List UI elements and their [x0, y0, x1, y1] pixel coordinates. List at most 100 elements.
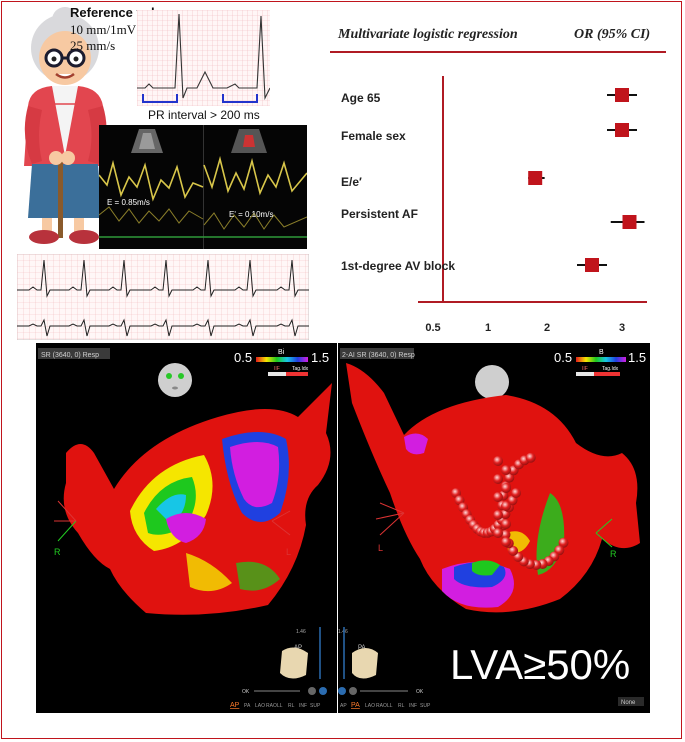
- right-scale-max: 1.5: [628, 350, 646, 365]
- right-zoom-button[interactable]: [349, 687, 357, 695]
- right-view-tab[interactable]: PA: [351, 702, 360, 709]
- forest-axes: [418, 76, 647, 303]
- left-view-tab[interactable]: RL: [288, 703, 295, 709]
- left-map-dropdown[interactable]: SR (3640, 0) Resp: [41, 352, 99, 359]
- left-zoom-button[interactable]: [308, 687, 316, 695]
- ablation-lesion: [525, 452, 536, 463]
- left-zoom-label: OK: [242, 689, 250, 695]
- forest-plot: Age 65 Female sex E/e′ Persistent AF 1st-deg…: [341, 76, 647, 334]
- ablation-lesion: [501, 537, 511, 547]
- right-none-button[interactable]: [618, 697, 644, 706]
- right-view-label: PA: [358, 645, 366, 651]
- left-heart-orientation-icon: [280, 647, 308, 679]
- left-orientation-face-icon: [158, 363, 192, 397]
- forest-x-ticks: 0.5 1 2 3: [425, 322, 625, 334]
- right-slider-value: 1.46: [338, 629, 348, 635]
- forest-header-or: OR (95% CI): [574, 27, 651, 42]
- forest-header-title: Multivariate logistic regression: [338, 27, 518, 42]
- left-view-tab[interactable]: SUP: [310, 703, 321, 709]
- right-view-tabs: AP PA LAO RAO LL RL INF SUP: [340, 702, 431, 709]
- ablation-lesion: [493, 474, 503, 484]
- forest-or-marker: [622, 215, 637, 229]
- left-atrium-map-pa: [346, 363, 640, 613]
- left-view-tabs: AP PA LAO RAO LL RL INF SUP: [230, 702, 321, 709]
- ablation-lesion: [504, 472, 515, 483]
- left-legend-a: IIF: [274, 366, 280, 372]
- ablation-lesion: [493, 510, 503, 520]
- forest-row: Persistent AF: [341, 207, 645, 229]
- ablation-lesion: [501, 501, 511, 511]
- right-view-tab[interactable]: LAO: [365, 703, 375, 709]
- lva-label: LVA≥50%: [450, 641, 630, 688]
- right-map-dropdown[interactable]: 2-AI SR (3640, 0) Resp: [342, 352, 415, 359]
- forest-or-marker: [528, 171, 543, 185]
- ablation-lesion: [558, 537, 569, 548]
- right-heart-orientation-icon: [352, 648, 378, 679]
- echo-e-left: E = 0.85m/s: [107, 198, 150, 207]
- forest-x-tick: 2: [544, 322, 550, 334]
- left-view-tab[interactable]: LL: [277, 703, 283, 709]
- right-zoom-label: OK: [416, 689, 424, 695]
- left-scale-min: 0.5: [234, 350, 252, 365]
- forest-x-tick: 1: [485, 322, 491, 334]
- right-rotate-button[interactable]: [338, 687, 346, 695]
- left-view-tab[interactable]: INF: [299, 703, 307, 709]
- echo-doppler-panel: E = 0.85m/s E' = 0.10m/s: [99, 125, 307, 249]
- left-scale-max: 1.5: [311, 350, 329, 365]
- right-axis-label-l: L: [378, 543, 383, 553]
- left-view-tab[interactable]: LAO: [255, 703, 265, 709]
- right-view-tab[interactable]: RAO: [376, 703, 387, 709]
- right-view-tab[interactable]: RL: [398, 703, 405, 709]
- ablation-lesion: [511, 488, 521, 498]
- forest-or-marker: [615, 123, 629, 137]
- reference-line-1: 10 mm/1mV: [70, 22, 137, 37]
- forest-or-marker: [615, 88, 629, 102]
- svg-text:None: None: [621, 700, 636, 706]
- right-view-tab[interactable]: SUP: [420, 703, 431, 709]
- forest-row-label: Age 65: [341, 91, 381, 105]
- forest-rows: Age 65 Female sex E/e′ Persistent AF 1st-deg…: [341, 88, 645, 273]
- ablation-lesion: [501, 483, 511, 493]
- left-scale-unit: Bi: [278, 349, 285, 356]
- forest-x-tick: 0.5: [425, 322, 440, 334]
- forest-or-marker: [585, 258, 599, 272]
- ablation-lesion-tags: [451, 452, 569, 570]
- ecg-pr-interval-panel: [137, 10, 270, 106]
- right-view-tab[interactable]: AP: [340, 703, 347, 709]
- right-bipolar-colorbar: [576, 357, 626, 362]
- forest-row-label: E/e′: [341, 175, 362, 189]
- right-view-tab[interactable]: LL: [387, 703, 393, 709]
- ablation-lesion: [501, 519, 511, 529]
- left-axis-label-r: R: [54, 547, 61, 557]
- ablation-lesion: [493, 528, 503, 538]
- elderly-woman-illustration: [24, 7, 107, 244]
- left-view-label: AP: [294, 645, 302, 651]
- ablation-lesion: [501, 465, 511, 475]
- forest-row-label: Female sex: [341, 129, 406, 143]
- forest-row: E/e′: [341, 171, 545, 189]
- left-slider-value: 1.46: [296, 629, 306, 635]
- left-rotate-button[interactable]: [319, 687, 327, 695]
- left-view-tab[interactable]: PA: [244, 703, 251, 709]
- ablation-lesion: [493, 492, 503, 502]
- electroanatomical-maps: SR (3640, 0) Resp 0.5 1.5 Bi IIF Tag.Idx…: [36, 343, 650, 713]
- left-view-tab[interactable]: AP: [230, 702, 240, 709]
- ablation-lesion: [500, 529, 511, 540]
- right-legend-b: Tag.Idx: [602, 366, 619, 372]
- forest-row: Age 65: [341, 88, 637, 105]
- left-view-tab[interactable]: RAO: [266, 703, 277, 709]
- forest-row: Female sex: [341, 123, 637, 143]
- ablation-lesion: [493, 456, 503, 466]
- pr-interval-label: PR interval > 200 ms: [148, 108, 260, 122]
- right-view-tab[interactable]: INF: [409, 703, 417, 709]
- right-legend-a: IIF: [582, 366, 588, 372]
- forest-row-label: Persistent AF: [341, 207, 418, 221]
- ablation-lesion: [508, 545, 519, 556]
- right-scale-unit: B: [599, 349, 604, 356]
- echo-e-right: E' = 0.10m/s: [229, 210, 273, 219]
- right-orientation-sphere-icon: [475, 365, 509, 399]
- left-bipolar-colorbar: [256, 357, 308, 362]
- forest-row: 1st-degree AV block: [341, 258, 607, 273]
- right-scale-min: 0.5: [554, 350, 572, 365]
